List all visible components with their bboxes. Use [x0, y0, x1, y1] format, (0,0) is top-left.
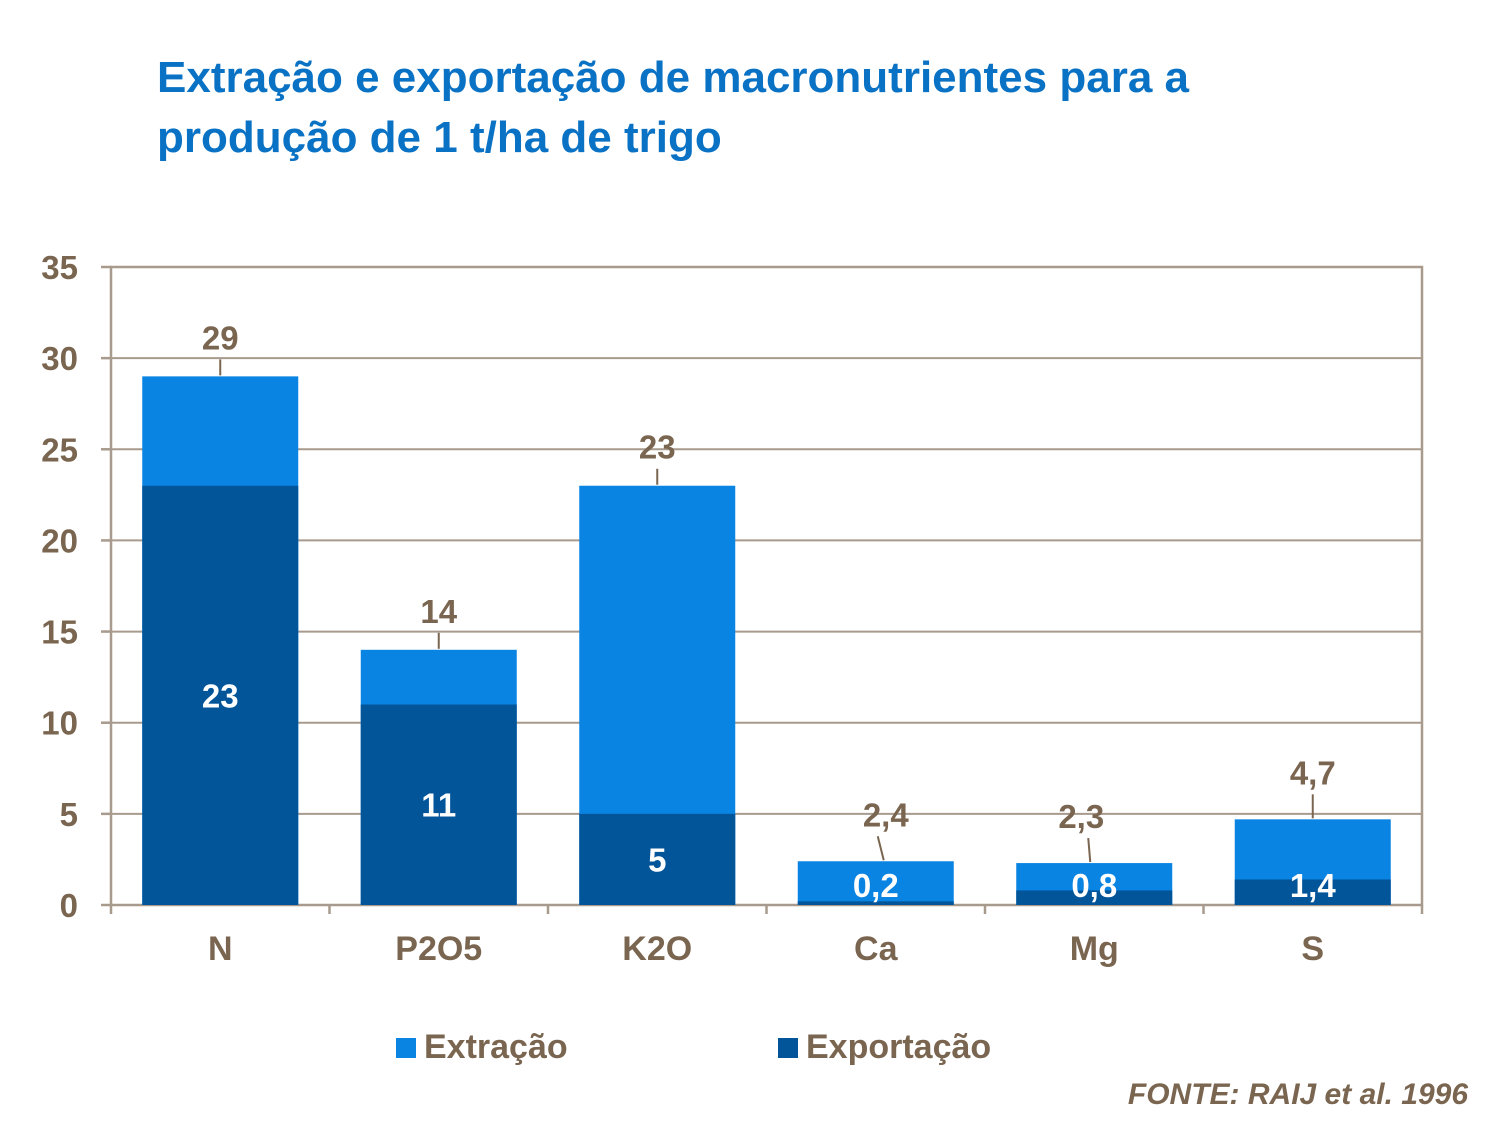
x-tick-label: P2O5 [395, 930, 482, 968]
bar-exportacao-s [1234, 879, 1391, 905]
data-label-extracao: 23 [639, 429, 676, 466]
bar-exportacao-ca [797, 901, 954, 905]
data-label-exportacao: 11 [421, 787, 456, 824]
data-label-extracao: 2,3 [1058, 798, 1104, 835]
data-label-exportacao: 5 [648, 841, 666, 878]
legend-label-exportacao: Exportação [806, 1028, 992, 1066]
source-citation: FONTE: RAIJ et al. 1996 [1127, 1078, 1468, 1111]
bar-exportacao-mg [1016, 890, 1173, 905]
plot-area-border [109, 265, 1424, 907]
bar-exportacao-n [142, 485, 299, 905]
legend-item-extracao: Extração [396, 1028, 568, 1067]
chart-title: Extração e exportação de macronutrientes… [157, 48, 1407, 168]
y-tick-label: 0 [60, 887, 78, 924]
x-tick-label: N [208, 930, 233, 968]
bar-exportacao-k2o [579, 813, 736, 905]
legend-item-exportacao: Exportação [778, 1028, 991, 1067]
data-label-extracao: 14 [420, 593, 457, 630]
legend-swatch-extracao [396, 1037, 416, 1058]
y-tick-label: 15 [41, 614, 78, 651]
x-tick-label: Mg [1070, 930, 1119, 968]
legend-swatch-exportacao [778, 1037, 798, 1058]
y-tick-label: 10 [41, 705, 78, 742]
chart-title-line-1: Extração e exportação de macronutrientes… [157, 53, 1189, 102]
y-tick-label: 5 [60, 796, 78, 833]
x-tick-label: K2O [622, 930, 692, 968]
y-tick-label: 25 [41, 431, 78, 468]
data-label-leader [1087, 837, 1092, 863]
y-tick-label: 30 [41, 340, 78, 377]
x-tick-label: Ca [854, 930, 899, 968]
data-label-leader [876, 836, 885, 861]
bar-extracao-ca [797, 861, 954, 905]
x-tick-label: S [1301, 930, 1324, 968]
y-tick-label: 35 [41, 249, 78, 286]
data-label-exportacao: 0,2 [853, 867, 899, 904]
data-label-exportacao: 23 [202, 677, 239, 714]
data-label-exportacao: 0,8 [1071, 867, 1117, 904]
bar-exportacao-p2o5 [360, 704, 517, 905]
y-tick-label: 20 [41, 522, 78, 559]
data-label-extracao: 29 [202, 319, 239, 356]
chart-title-line-2: produção de 1 t/ha de trigo [157, 113, 722, 162]
legend-label-extracao: Extração [424, 1028, 568, 1066]
data-label-extracao: 2,4 [863, 796, 910, 833]
data-label-exportacao: 1,4 [1290, 867, 1337, 904]
data-label-extracao: 4,7 [1290, 754, 1336, 791]
